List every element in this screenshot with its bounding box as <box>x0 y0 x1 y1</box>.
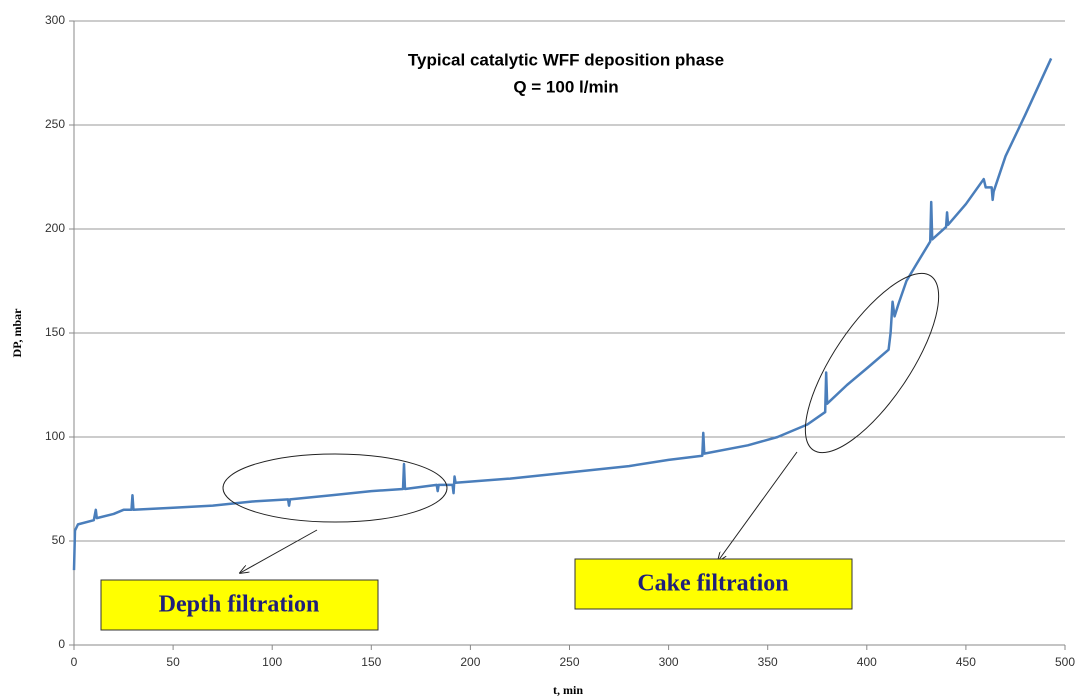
plot: 0 50 100 150 200 250 300 0 50 100 150 200 250 300 350 4… <box>45 13 1075 669</box>
x-tick-label: 300 <box>659 655 679 669</box>
x-axis-title: t, min <box>553 683 583 697</box>
y-axis-title: DP, mbar <box>10 308 24 358</box>
chart-title: Typical catalytic WFF deposition phase <box>408 50 724 69</box>
x-tick-label: 0 <box>71 655 78 669</box>
x-tick-label: 150 <box>361 655 381 669</box>
y-tick-label: 300 <box>45 13 65 27</box>
x-tick-label: 450 <box>956 655 976 669</box>
cake-box <box>574 558 853 610</box>
y-tick-label: 200 <box>45 221 65 235</box>
y-tick-label: 100 <box>45 429 65 443</box>
x-tick-label: 200 <box>460 655 480 669</box>
y-tick-label: 50 <box>52 533 66 547</box>
cake-label: Cake filtration <box>637 571 788 597</box>
x-tick-label: 250 <box>559 655 579 669</box>
depth-box <box>100 579 379 631</box>
x-tick-label: 500 <box>1055 655 1075 669</box>
cake-ellipse <box>804 272 940 454</box>
x-tick-label: 400 <box>857 655 877 669</box>
data-line <box>72 57 1053 571</box>
y-tick-label: 250 <box>45 117 65 131</box>
x-tick-label: 350 <box>758 655 778 669</box>
y-tick-label: 150 <box>45 325 65 339</box>
x-tick-label: 50 <box>166 655 180 669</box>
depth-label: Depth filtration <box>159 592 320 618</box>
cake-arrow <box>718 451 798 561</box>
x-tick-label: 100 <box>262 655 282 669</box>
depth-ellipse <box>222 453 448 523</box>
chart-subtitle: Q = 100 l/min <box>513 77 618 96</box>
y-tick-label: 0 <box>58 637 65 651</box>
depth-arrow <box>240 529 318 573</box>
